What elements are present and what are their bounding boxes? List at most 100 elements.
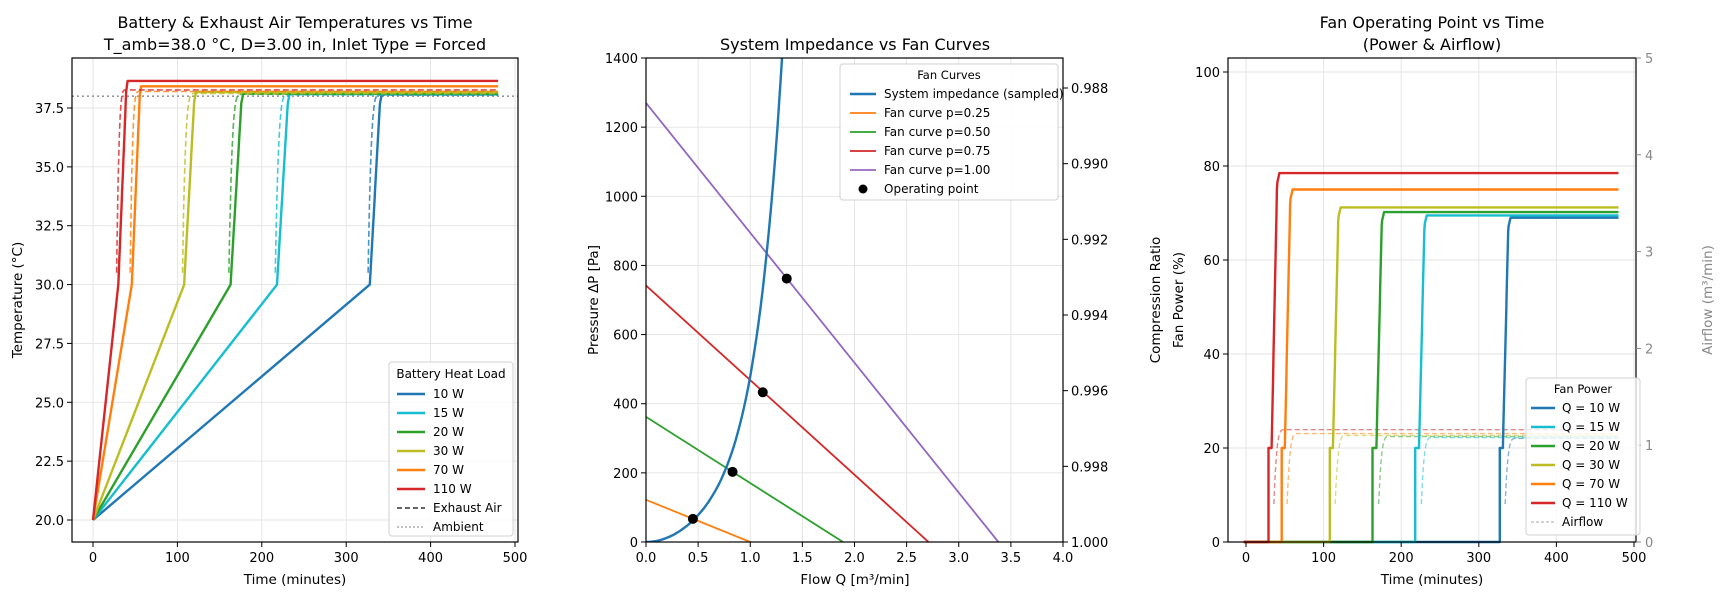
x-tick-label: 0 [89, 551, 97, 566]
y-right-tick-label: 0.998 [1071, 460, 1108, 475]
y-tick-label: 0 [1212, 536, 1220, 551]
legend-label: Q = 30 W [1562, 458, 1620, 472]
y-tick-label: 200 [613, 467, 638, 482]
panel3-ylabel: Fan Power (%) [1171, 252, 1187, 348]
y-tick-label: 1000 [605, 190, 638, 205]
y-tick-label: 600 [613, 329, 638, 344]
y-tick-label: 20 [1203, 442, 1220, 457]
panel2-ticks: 0.0 0.5 1.0 1.5 2.0 2.5 3.0 3.5 4.0 0 200 400 600 800… [605, 52, 1108, 566]
legend-label: 110 W [433, 482, 472, 496]
x-tick-label: 300 [1466, 551, 1491, 566]
legend-label: Fan curve p=0.25 [884, 106, 990, 120]
y-tick-label: 60 [1203, 254, 1220, 269]
x-tick-label: 2.5 [896, 551, 917, 566]
panel1-axes-frame [71, 57, 519, 543]
y-tick-label: 20.0 [35, 514, 64, 529]
panel1-grid [72, 58, 518, 542]
x-tick-label: 400 [1544, 551, 1569, 566]
y-right-tick-label: 0.996 [1071, 385, 1108, 400]
y-tick-label: 1400 [605, 52, 638, 67]
airflow-line [1420, 436, 1619, 504]
panel-fan-operating: Fan Operating Point vs Time (Power & Air… [1171, 13, 1716, 588]
battery-temp-line [91, 92, 499, 521]
x-tick-label: 500 [503, 551, 528, 566]
y-tick-label: 0 [630, 536, 638, 551]
legend-label: Operating point [884, 182, 979, 196]
battery-temp-line [91, 90, 499, 521]
panel1-subtitle: T_amb=38.0 °C, D=3.00 in, Inlet Type = F… [103, 35, 486, 55]
fan-power-line [1243, 210, 1619, 544]
battery-temp-line [92, 92, 499, 521]
panel3-plot-area [1243, 171, 1619, 544]
panel3-axes-frame [1227, 57, 1637, 543]
legend-title: Battery Heat Load [396, 367, 505, 381]
y-right-tick-label: 3 [1645, 246, 1653, 261]
legend-label: Fan curve p=0.75 [884, 144, 990, 158]
fan-power-line [1243, 171, 1619, 544]
x-tick-label: 100 [1311, 551, 1336, 566]
panel-temperature: Battery & Exhaust Air Temperatures vs Ti… [10, 13, 527, 588]
panel2-plot-area [646, 58, 1000, 542]
y-tick-label: 400 [613, 398, 638, 413]
panel3-legend: Fan Power Q = 10 W Q = 15 W Q = 20 W Q = 30 … [1525, 377, 1641, 536]
legend-box [839, 63, 1059, 201]
fan-power-line [1243, 206, 1619, 544]
panel3-title: Fan Operating Point vs Time [1320, 13, 1545, 32]
x-tick-label: 0 [1242, 551, 1250, 566]
airflow-line [1504, 437, 1619, 504]
legend-label: Q = 70 W [1562, 477, 1620, 491]
operating-point-marker [781, 273, 792, 284]
y-right-tick-label: 0.994 [1071, 309, 1108, 324]
system-impedance-curve [646, 58, 784, 542]
fan-power-line [1243, 216, 1619, 544]
x-tick-label: 2.0 [844, 551, 865, 566]
legend-label: Exhaust Air [433, 501, 502, 515]
exhaust-air-line [367, 94, 499, 273]
fan-power-line [1243, 188, 1619, 544]
legend-box [388, 361, 514, 537]
legend-label: 20 W [433, 425, 464, 439]
y-tick-label: 27.5 [35, 337, 64, 352]
panel1-ylabel: Temperature (°C) [10, 242, 26, 360]
legend-label: Fan curve p=0.50 [884, 125, 990, 139]
exhaust-air-line [274, 94, 499, 273]
legend-label: 10 W [433, 387, 464, 401]
fan-curve-line [646, 102, 1000, 542]
y-tick-label: 1200 [605, 121, 638, 136]
legend-label: Q = 110 W [1562, 496, 1628, 510]
legend-label: Airflow [1562, 515, 1603, 529]
y-tick-label: 22.5 [35, 455, 64, 470]
legend-label: 30 W [433, 444, 464, 458]
panel3-ylabel-right: Airflow (m³/min) [1700, 245, 1716, 355]
panel1-title: Battery & Exhaust Air Temperatures vs Ti… [117, 13, 472, 32]
x-tick-label: 0.0 [636, 551, 657, 566]
battery-temp-line [91, 79, 499, 521]
battery-temp-line [91, 85, 499, 521]
x-tick-label: 1.5 [792, 551, 813, 566]
y-tick-label: 32.5 [35, 220, 64, 235]
airflow-line [1286, 432, 1619, 504]
y-tick-label: 40 [1203, 348, 1220, 363]
y-right-tick-label: 1 [1645, 439, 1653, 454]
legend-label: Q = 20 W [1562, 439, 1620, 453]
exhaust-air-line [228, 93, 499, 273]
legend-label: 15 W [433, 406, 464, 420]
x-tick-label: 3.0 [948, 551, 969, 566]
y-right-tick-label: 5 [1645, 52, 1653, 67]
panel3-xlabel: Time (minutes) [1380, 572, 1484, 588]
exhaust-air-line [115, 89, 499, 273]
y-right-tick-label: 0.988 [1071, 82, 1108, 97]
y-right-tick-label: 4 [1645, 149, 1653, 164]
legend-title: Fan Power [1554, 382, 1613, 396]
panel3-subtitle: (Power & Airflow) [1363, 35, 1501, 54]
fan-curve-line [646, 416, 844, 542]
legend-label: Q = 10 W [1562, 401, 1620, 415]
panel2-xlabel: Flow Q [m³/min] [800, 572, 909, 588]
x-tick-label: 4.0 [1053, 551, 1074, 566]
panel-impedance: System Impedance vs Fan Curves 0.0 0.5 1.0… [586, 35, 1164, 588]
airflow-line [1273, 429, 1619, 504]
y-tick-label: 25.0 [35, 396, 64, 411]
panel2-ylabel-right: Compression Ratio [1148, 237, 1164, 364]
y-tick-label: 80 [1203, 160, 1220, 175]
